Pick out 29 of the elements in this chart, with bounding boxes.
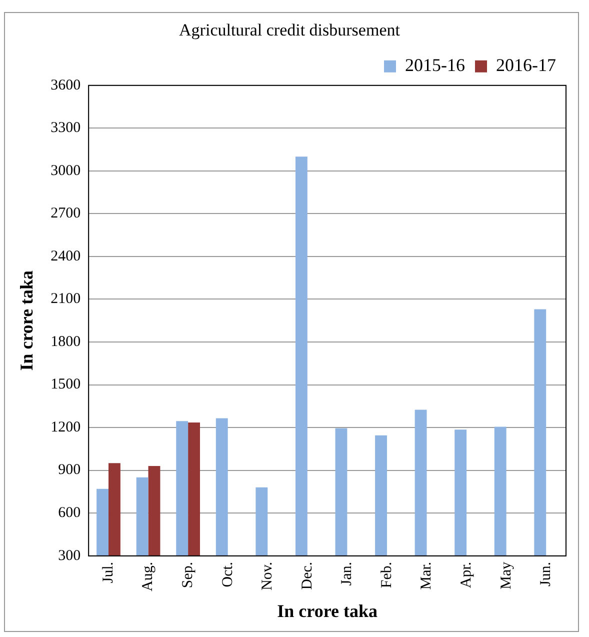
legend-label: 2015-16 bbox=[405, 55, 466, 76]
x-tick-label: Mar. bbox=[418, 562, 435, 590]
y-tick-label: 2400 bbox=[50, 248, 81, 264]
x-tick-label: Feb. bbox=[378, 562, 395, 588]
x-tick-label: Dec. bbox=[299, 562, 316, 590]
legend-label: 2016-17 bbox=[496, 55, 556, 76]
y-tick-label: 3600 bbox=[50, 77, 81, 94]
x-tick-label: Apr. bbox=[458, 562, 474, 588]
x-tick-label: Aug. bbox=[140, 562, 156, 592]
y-tick-label: 600 bbox=[58, 504, 81, 521]
x-tick-label: May bbox=[498, 561, 514, 590]
y-tick-label: 900 bbox=[58, 462, 81, 478]
chart-title: Agricultural credit disbursement bbox=[179, 20, 400, 40]
x-tick-label: Jan. bbox=[339, 562, 356, 586]
y-axis-title: In crore taka bbox=[16, 270, 36, 371]
y-tick-label: 3300 bbox=[50, 120, 81, 136]
y-tick-label: 2100 bbox=[50, 291, 81, 308]
y-tick-label: 1200 bbox=[50, 419, 81, 436]
y-tick-label: 1500 bbox=[50, 376, 81, 393]
x-tick-label: Sep. bbox=[180, 562, 196, 588]
y-tick-label: 300 bbox=[58, 548, 81, 564]
y-tick-label: 2700 bbox=[50, 206, 81, 222]
y-tick-label: 3000 bbox=[50, 162, 81, 179]
x-tick-label: Jun. bbox=[538, 562, 554, 586]
x-axis-title: In crore taka bbox=[277, 600, 378, 621]
x-tick-label: Nov. bbox=[260, 562, 276, 590]
x-tick-label: Oct. bbox=[220, 562, 236, 588]
x-tick-label: Jul. bbox=[100, 562, 116, 584]
y-tick-label: 1800 bbox=[50, 334, 81, 350]
